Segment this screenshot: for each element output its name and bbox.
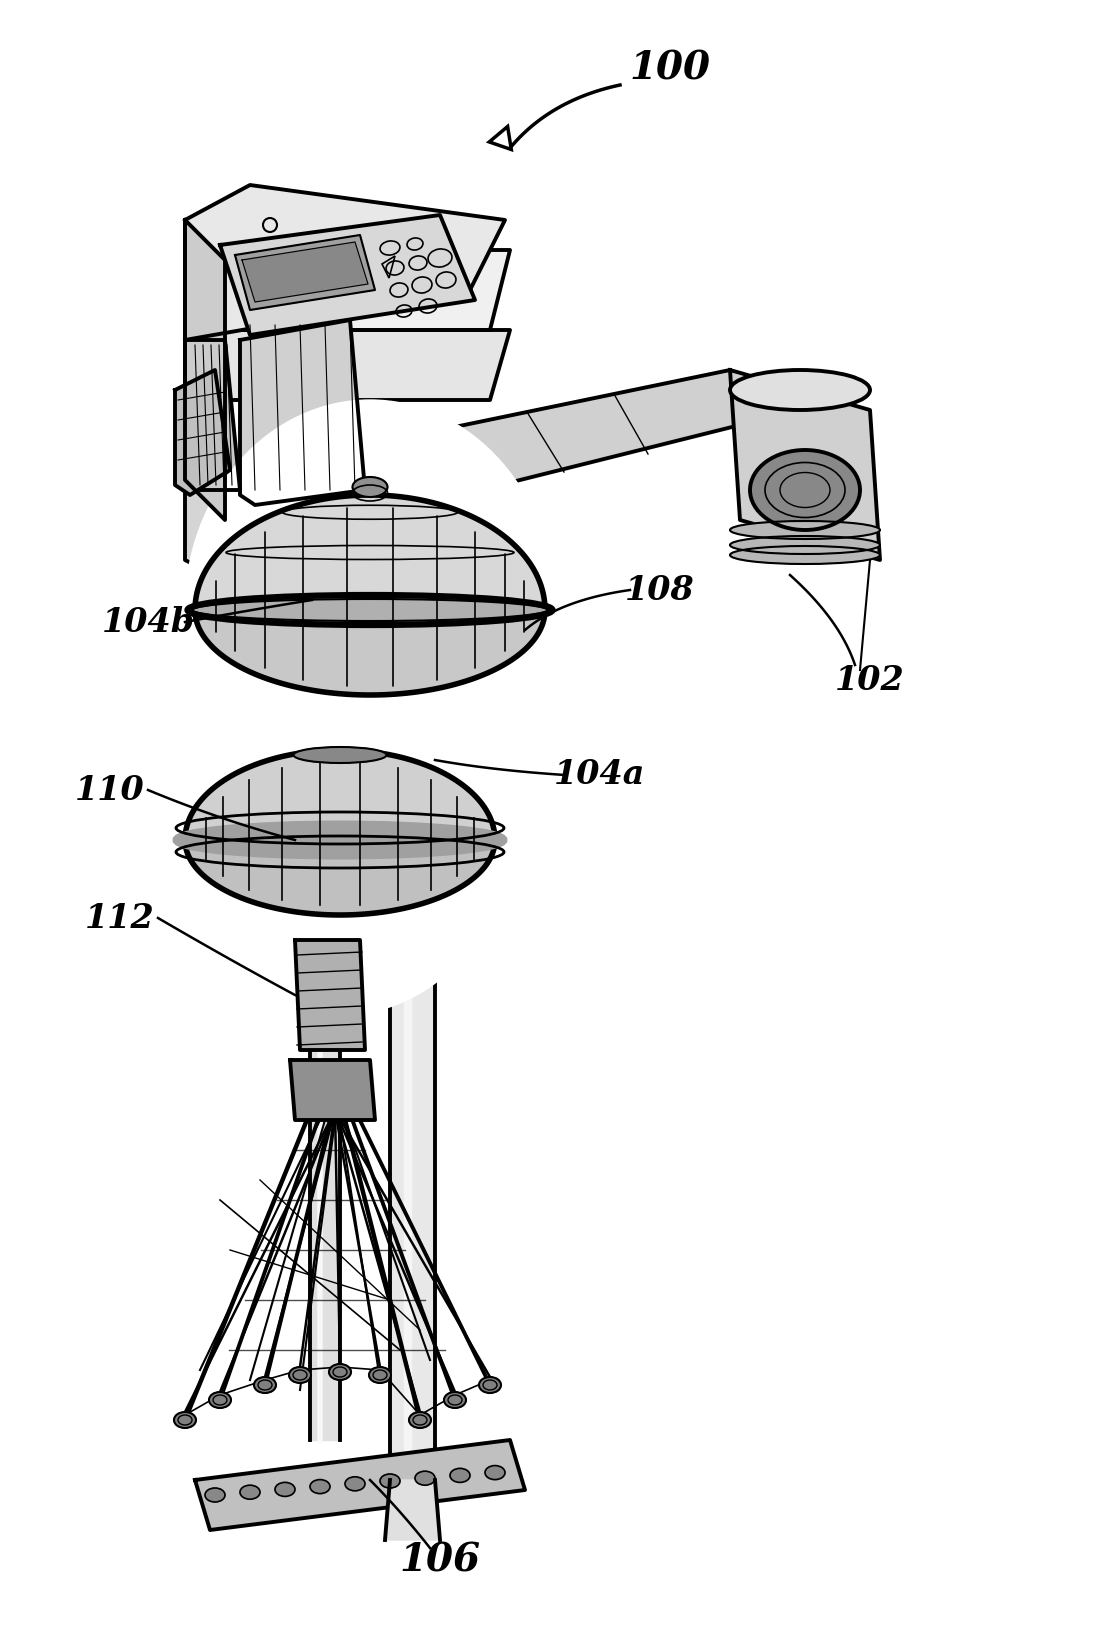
Polygon shape (190, 329, 510, 400)
Polygon shape (439, 371, 761, 491)
Ellipse shape (174, 1411, 196, 1428)
Text: 100: 100 (630, 49, 711, 87)
Ellipse shape (289, 1367, 311, 1383)
Polygon shape (185, 184, 505, 339)
Polygon shape (195, 609, 545, 695)
Ellipse shape (185, 400, 555, 820)
Ellipse shape (345, 1477, 365, 1491)
Polygon shape (240, 320, 365, 506)
Ellipse shape (293, 748, 386, 763)
Ellipse shape (310, 1479, 330, 1494)
Polygon shape (185, 430, 470, 580)
Text: 104b: 104b (102, 606, 195, 639)
Ellipse shape (240, 1486, 260, 1499)
Polygon shape (175, 371, 230, 496)
Text: 104a: 104a (555, 759, 645, 792)
Ellipse shape (730, 520, 880, 539)
Polygon shape (290, 1061, 375, 1120)
Ellipse shape (730, 371, 870, 410)
Ellipse shape (176, 824, 504, 856)
Text: 110: 110 (75, 774, 145, 807)
Polygon shape (220, 216, 475, 334)
Ellipse shape (329, 1364, 351, 1380)
Polygon shape (190, 250, 510, 329)
Ellipse shape (415, 1471, 435, 1486)
Polygon shape (385, 1481, 439, 1540)
Polygon shape (185, 221, 225, 520)
Ellipse shape (479, 1377, 501, 1393)
Polygon shape (185, 840, 495, 916)
Ellipse shape (408, 1411, 431, 1428)
Ellipse shape (380, 1474, 400, 1487)
Ellipse shape (730, 535, 880, 553)
Text: 108: 108 (625, 573, 695, 606)
Ellipse shape (254, 1377, 276, 1393)
Polygon shape (390, 560, 435, 1500)
Ellipse shape (751, 450, 860, 530)
Ellipse shape (451, 1469, 470, 1482)
Ellipse shape (187, 595, 552, 624)
Polygon shape (195, 496, 545, 609)
Text: 112: 112 (85, 901, 155, 934)
Polygon shape (185, 749, 495, 840)
Ellipse shape (176, 824, 504, 856)
Text: 106: 106 (400, 1542, 480, 1579)
Polygon shape (235, 236, 375, 310)
Ellipse shape (275, 1482, 294, 1497)
Polygon shape (730, 371, 880, 560)
Polygon shape (242, 242, 368, 301)
Ellipse shape (485, 1466, 505, 1479)
Polygon shape (294, 940, 365, 1051)
Ellipse shape (209, 1392, 231, 1408)
Ellipse shape (205, 1487, 225, 1502)
Polygon shape (185, 339, 240, 491)
Ellipse shape (369, 1367, 391, 1383)
Ellipse shape (175, 665, 505, 1015)
Ellipse shape (730, 547, 880, 563)
Ellipse shape (352, 478, 387, 497)
Ellipse shape (444, 1392, 466, 1408)
Polygon shape (195, 1439, 525, 1530)
Text: 102: 102 (835, 664, 904, 697)
Polygon shape (310, 540, 340, 1439)
